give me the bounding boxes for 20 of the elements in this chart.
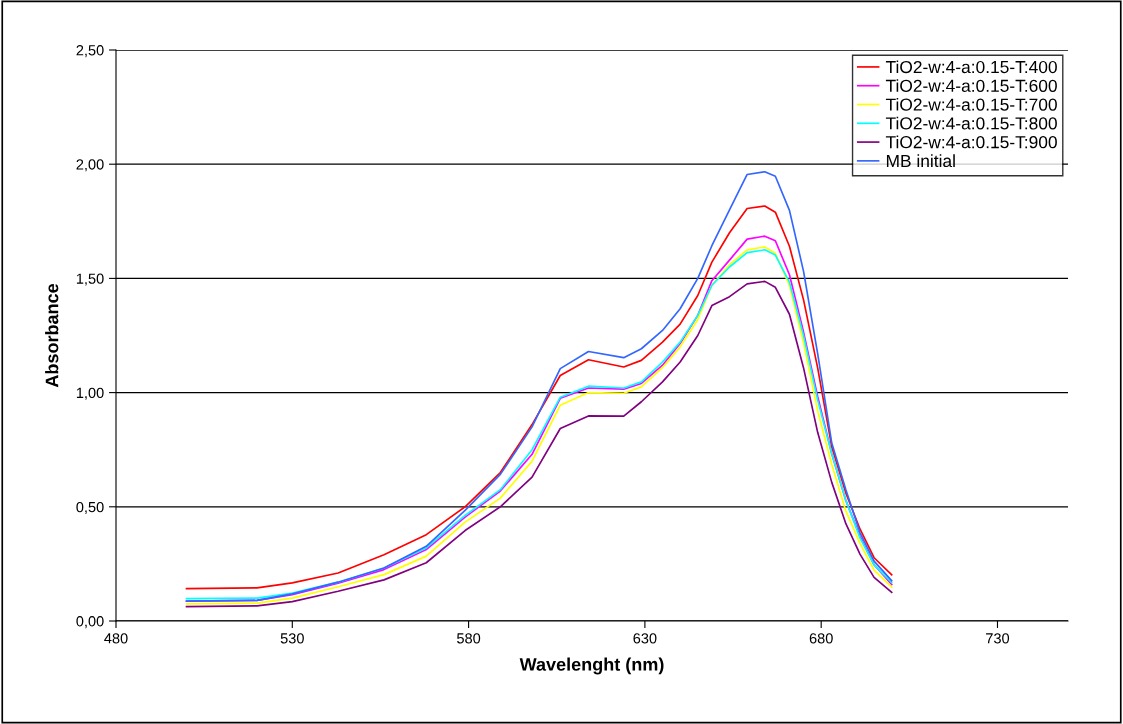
y-axis-title: Absorbance: [45, 283, 59, 388]
y-tick-label: 1,00: [76, 387, 104, 400]
legend-label: TiO2-w:4-a:0.15-T:800: [885, 116, 1057, 130]
legend-label: TiO2-w:4-a:0.15-T:900: [885, 135, 1057, 149]
legend-label: TiO2-w:4-a:0.15-T:600: [885, 79, 1057, 92]
y-tick-label: 2,50: [76, 45, 104, 58]
x-tick-label: 730: [986, 633, 1010, 644]
x-tick-label: 530: [280, 633, 304, 644]
x-tick-label: 630: [633, 633, 657, 644]
x-tick-label: 680: [809, 633, 833, 644]
x-tick-label: 480: [104, 633, 128, 644]
x-tick-label: 580: [457, 633, 481, 644]
legend-label: TiO2-w:4-a:0.15-T:400: [885, 60, 1057, 74]
legend-label: MB initial: [886, 154, 955, 168]
y-tick-label: 2,00: [76, 159, 104, 172]
y-tick-label: 0,50: [76, 501, 104, 514]
y-tick-label: 0,00: [76, 616, 104, 629]
legend-label: TiO2-w:4-a:0.15-T:700: [885, 97, 1057, 111]
y-tick-label: 1,50: [76, 273, 104, 286]
x-axis-title: Wavelenght (nm): [519, 657, 664, 675]
